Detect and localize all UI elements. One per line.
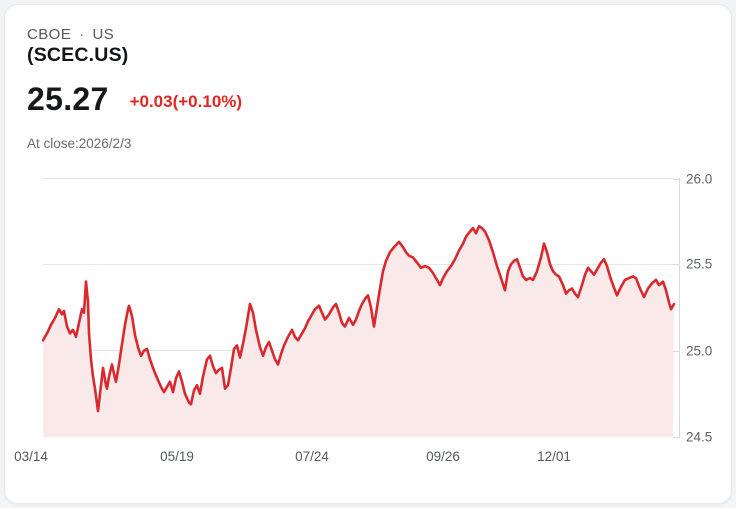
as-of-timestamp: At close:2026/2/3 bbox=[27, 136, 132, 151]
x-tick-label: 07/24 bbox=[295, 449, 329, 464]
y-tick-mark bbox=[673, 264, 680, 265]
price-row: 25.27 +0.03(+0.10%) bbox=[27, 81, 243, 117]
y-tick-mark bbox=[673, 179, 680, 180]
separator-dot: · bbox=[79, 26, 85, 43]
price-change: +0.03(+0.10%) bbox=[129, 91, 243, 111]
y-axis: 26.0 25.5 25.0 24.5 bbox=[673, 172, 727, 445]
y-tick-label: 26.0 bbox=[686, 171, 713, 187]
price-chart-svg[interactable] bbox=[41, 178, 676, 437]
x-tick-label: 03/14 bbox=[14, 449, 48, 464]
stock-quote-card: CBOE · US (SCEC.US) 25.27 +0.03(+0.10%) … bbox=[4, 4, 732, 504]
y-axis-line bbox=[679, 178, 680, 437]
ticker-symbol: (SCEC.US) bbox=[27, 44, 129, 66]
price-area-fill bbox=[43, 226, 674, 437]
x-tick-label: 12/01 bbox=[537, 449, 571, 464]
x-tick-label: 09/26 bbox=[426, 449, 460, 464]
price-chart-plot[interactable] bbox=[41, 178, 676, 437]
last-price: 25.27 bbox=[27, 81, 109, 117]
x-axis-labels: 03/14 05/19 07/24 09/26 12/01 bbox=[14, 449, 673, 467]
x-tick-label: 05/19 bbox=[160, 449, 194, 464]
y-tick-label: 25.0 bbox=[686, 343, 713, 359]
y-tick-label: 25.5 bbox=[686, 256, 713, 272]
region-label: US bbox=[92, 26, 115, 43]
y-tick-mark bbox=[673, 351, 680, 352]
exchange-row: CBOE · US bbox=[27, 26, 114, 43]
price-line bbox=[41, 224, 676, 413]
exchange-label: CBOE bbox=[27, 26, 72, 43]
y-tick-mark bbox=[673, 437, 680, 438]
y-tick-label: 24.5 bbox=[686, 429, 713, 445]
